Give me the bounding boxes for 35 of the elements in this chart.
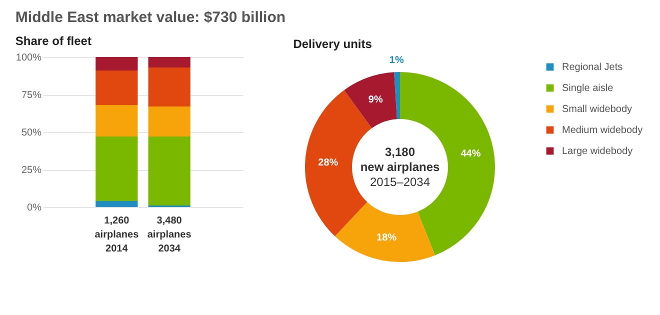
donut-slice — [334, 202, 435, 262]
data-label: 28% — [318, 157, 338, 168]
text: 2015–2034 — [370, 175, 430, 189]
y-tick-label: 25% — [21, 165, 42, 176]
legend-label: Small widebody — [562, 104, 632, 115]
data-label: 44% — [460, 148, 481, 160]
bar — [148, 136, 190, 206]
chart-title: Delivery units — [293, 37, 372, 52]
bar — [96, 57, 138, 70]
text: new airplanes — [360, 160, 440, 174]
y-tick-label: 0% — [27, 202, 42, 214]
bar — [148, 106, 190, 136]
bar — [96, 70, 138, 105]
legend-label: Medium widebody — [562, 125, 643, 136]
text: 3,180 — [384, 145, 416, 159]
legend-label: Single aisle — [562, 83, 614, 94]
bar — [96, 136, 138, 201]
bar — [96, 105, 138, 136]
bar — [148, 57, 190, 68]
y-tick-label: 75% — [21, 90, 42, 101]
chart-title: Middle East market value: $730 billion — [15, 9, 286, 26]
data-label: 9% — [368, 94, 383, 106]
x-tick-label: 1,260 airplanes 2014 — [94, 216, 140, 254]
data-label: 1% — [389, 55, 404, 66]
donut-slice — [344, 72, 397, 128]
bar — [148, 68, 190, 106]
y-tick-label: 50% — [21, 128, 42, 138]
data-label: 18% — [376, 232, 397, 244]
legend-label: Large widebody — [562, 146, 633, 157]
x-tick-label: 3,480 airplanes 2034 — [147, 216, 192, 254]
y-tick-label: 100% — [16, 52, 42, 64]
legend-label: Regional Jets — [562, 62, 623, 73]
bar — [96, 201, 138, 207]
chart-subtitle: Share of fleet — [15, 34, 92, 48]
donut-slice — [394, 72, 400, 120]
